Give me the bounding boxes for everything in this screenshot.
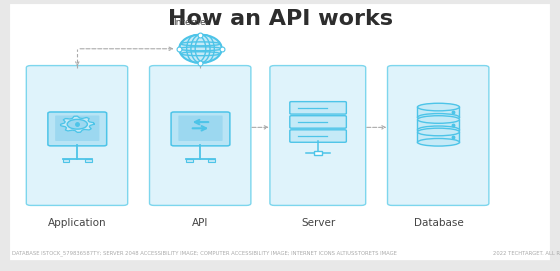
Ellipse shape: [418, 114, 459, 121]
Ellipse shape: [418, 116, 459, 123]
FancyBboxPatch shape: [85, 159, 92, 162]
Text: How an API works: How an API works: [167, 9, 393, 30]
Ellipse shape: [179, 35, 222, 63]
Text: Application: Application: [48, 218, 106, 228]
FancyBboxPatch shape: [150, 66, 251, 205]
FancyBboxPatch shape: [418, 120, 459, 130]
Polygon shape: [60, 116, 94, 133]
Ellipse shape: [418, 138, 459, 146]
Text: API: API: [192, 218, 209, 228]
Text: 2022 TECHTARGET. ALL RIGHTS RESERVED.: 2022 TECHTARGET. ALL RIGHTS RESERVED.: [493, 251, 560, 256]
FancyBboxPatch shape: [270, 66, 366, 205]
Text: Server: Server: [301, 218, 335, 228]
FancyBboxPatch shape: [55, 115, 100, 141]
FancyBboxPatch shape: [290, 116, 346, 128]
Ellipse shape: [418, 103, 459, 111]
FancyBboxPatch shape: [178, 115, 223, 141]
Text: DATABASE ISTOCK_579836587TY; SERVER 2048 ACCESSIBILITY IMAGE; COMPUTER ACCESSIBI: DATABASE ISTOCK_579836587TY; SERVER 2048…: [12, 250, 397, 256]
FancyBboxPatch shape: [63, 159, 69, 162]
Text: Internet: Internet: [174, 18, 210, 27]
Text: Database: Database: [414, 218, 463, 228]
FancyBboxPatch shape: [418, 132, 459, 142]
FancyBboxPatch shape: [26, 66, 128, 205]
Ellipse shape: [418, 128, 459, 136]
FancyBboxPatch shape: [10, 4, 550, 260]
FancyBboxPatch shape: [418, 107, 459, 117]
Ellipse shape: [418, 126, 459, 134]
FancyBboxPatch shape: [290, 130, 346, 142]
FancyBboxPatch shape: [171, 112, 230, 146]
FancyBboxPatch shape: [208, 159, 215, 162]
Circle shape: [67, 119, 87, 129]
FancyBboxPatch shape: [388, 66, 489, 205]
FancyBboxPatch shape: [48, 112, 106, 146]
FancyBboxPatch shape: [186, 159, 193, 162]
FancyBboxPatch shape: [314, 151, 322, 155]
FancyBboxPatch shape: [290, 102, 346, 114]
